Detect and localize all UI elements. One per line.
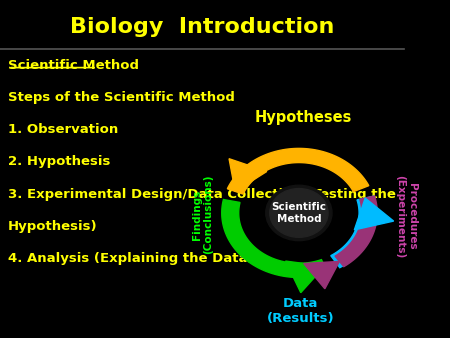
Polygon shape — [227, 148, 369, 194]
Text: Data
(Results): Data (Results) — [267, 297, 335, 325]
Text: 2. Hypothesis: 2. Hypothesis — [8, 155, 110, 168]
Text: Biology  Introduction: Biology Introduction — [70, 17, 334, 37]
Text: Scientific
Method: Scientific Method — [271, 202, 326, 224]
Polygon shape — [285, 261, 324, 293]
Circle shape — [270, 189, 328, 237]
Polygon shape — [222, 199, 328, 277]
Polygon shape — [335, 196, 377, 267]
Circle shape — [266, 185, 332, 241]
Polygon shape — [229, 159, 267, 191]
Text: Hypothesis): Hypothesis) — [8, 220, 98, 233]
Text: Procedures
(Experiments): Procedures (Experiments) — [395, 175, 417, 258]
Text: Hypotheses: Hypotheses — [254, 110, 351, 125]
Text: Scientific Method: Scientific Method — [8, 59, 139, 72]
Text: 3. Experimental Design/Data Collection (Testing the: 3. Experimental Design/Data Collection (… — [8, 188, 396, 200]
Text: Steps of the Scientific Method: Steps of the Scientific Method — [8, 91, 235, 104]
Text: Findings
(Conclusions): Findings (Conclusions) — [192, 175, 214, 255]
Polygon shape — [304, 261, 339, 289]
Polygon shape — [331, 196, 376, 268]
Text: 1. Observation: 1. Observation — [8, 123, 118, 136]
Text: 4. Analysis (Explaining the Data): 4. Analysis (Explaining the Data) — [8, 252, 254, 265]
Polygon shape — [354, 198, 394, 230]
